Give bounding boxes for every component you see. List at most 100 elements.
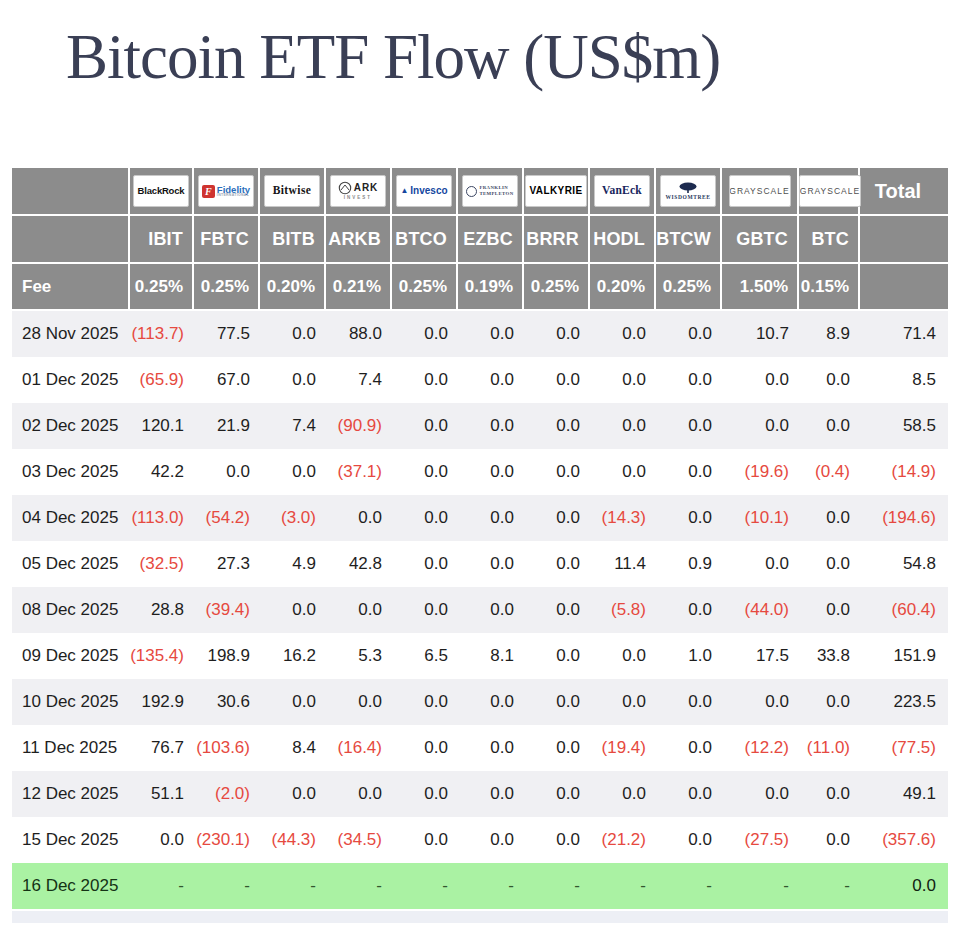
total-value-cell: 71.4	[859, 310, 948, 357]
fee-cell: 0.20%	[259, 263, 325, 310]
flow-value-cell: 8.9	[798, 310, 859, 357]
flow-value-cell: 0.0	[798, 679, 859, 725]
table-body: 28 Nov 2025(113.7)77.50.088.00.00.00.00.…	[12, 310, 948, 909]
blackrock-logo: BlackRock	[133, 175, 189, 207]
flow-value-cell: -	[655, 863, 721, 909]
flow-value-cell: 0.0	[589, 633, 655, 679]
date-cell: 08 Dec 2025	[12, 587, 129, 633]
flow-value-cell: 120.1	[129, 403, 193, 449]
flow-value-cell: 0.0	[655, 679, 721, 725]
ticker-row-total-spacer	[859, 215, 948, 263]
flow-value-cell: (19.6)	[721, 449, 798, 495]
issuer-logo-cell: ARKINVEST	[325, 168, 391, 215]
flow-value-cell: (230.1)	[193, 817, 259, 863]
flow-value-cell: (19.4)	[589, 725, 655, 771]
flow-value-cell: 0.0	[259, 357, 325, 403]
ticker-cell: ARKB	[325, 215, 391, 263]
flow-value-cell: 5.3	[325, 633, 391, 679]
flow-value-cell: (12.2)	[721, 725, 798, 771]
issuer-logo-cell: ▲Invesco	[391, 168, 457, 215]
flow-value-cell: 198.9	[193, 633, 259, 679]
flow-value-cell: 0.0	[798, 771, 859, 817]
flow-value-cell: (10.1)	[721, 495, 798, 541]
flow-value-cell: 0.0	[391, 310, 457, 357]
flow-value-cell: 0.0	[655, 449, 721, 495]
wisdomtree-logo: WISDOMTREE	[660, 175, 716, 207]
flow-value-cell: (44.0)	[721, 587, 798, 633]
flow-value-cell: (2.0)	[193, 771, 259, 817]
table-row: 16 Dec 2025-----------0.0	[12, 863, 948, 909]
fidelity-f-icon: F	[202, 185, 215, 198]
flow-value-cell: 51.1	[129, 771, 193, 817]
fee-cell: 0.25%	[129, 263, 193, 310]
table-row: 03 Dec 202542.20.00.0(37.1)0.00.00.00.00…	[12, 449, 948, 495]
flow-value-cell: (3.0)	[259, 495, 325, 541]
flow-value-cell: 0.0	[259, 449, 325, 495]
flow-value-cell: 0.0	[523, 357, 589, 403]
fee-cell: 0.25%	[391, 263, 457, 310]
flow-value-cell: 0.0	[721, 357, 798, 403]
table-row: 04 Dec 2025(113.0)(54.2)(3.0)0.00.00.00.…	[12, 495, 948, 541]
date-column-header	[12, 168, 129, 215]
total-column-header: Total	[859, 168, 948, 215]
bitwise-logo: Bitwise	[264, 175, 320, 207]
flow-value-cell: 8.1	[457, 633, 523, 679]
grayscale-logo: GRAYSCALE	[729, 175, 791, 207]
flow-value-cell: (27.5)	[721, 817, 798, 863]
date-cell: 28 Nov 2025	[12, 310, 129, 357]
table-row: 11 Dec 202576.7(103.6)8.4(16.4)0.00.00.0…	[12, 725, 948, 771]
total-value-cell: 8.5	[859, 357, 948, 403]
flow-value-cell: -	[457, 863, 523, 909]
flow-value-cell: 0.0	[655, 725, 721, 771]
flow-value-cell: 42.8	[325, 541, 391, 587]
flow-value-cell: 0.0	[655, 310, 721, 357]
flow-value-cell: 0.0	[457, 725, 523, 771]
ticker-row: IBITFBTCBITBARKBBTCOEZBCBRRRHODLBTCWGBTC…	[12, 215, 948, 263]
total-value-cell: (357.6)	[859, 817, 948, 863]
table-row: 08 Dec 202528.8(39.4)0.00.00.00.00.0(5.8…	[12, 587, 948, 633]
table-header: BlackRockFFidelityINTERNATIONALBitwiseAR…	[12, 168, 948, 310]
invesco-logo: ▲Invesco	[396, 175, 452, 207]
flow-value-cell: -	[129, 863, 193, 909]
franklin-circle-icon	[466, 186, 477, 197]
fee-row: Fee0.25%0.25%0.20%0.21%0.25%0.19%0.25%0.…	[12, 263, 948, 310]
flow-value-cell: 0.0	[721, 771, 798, 817]
date-cell: 15 Dec 2025	[12, 817, 129, 863]
ticker-cell: IBIT	[129, 215, 193, 263]
total-value-cell: 223.5	[859, 679, 948, 725]
flow-value-cell: (113.0)	[129, 495, 193, 541]
total-value-cell: (77.5)	[859, 725, 948, 771]
flow-value-cell: 30.6	[193, 679, 259, 725]
page-title: Bitcoin ETF Flow (US$m)	[66, 20, 960, 94]
flow-value-cell: 0.0	[523, 541, 589, 587]
flow-value-cell: 27.3	[193, 541, 259, 587]
ark-logo: ARKINVEST	[330, 175, 386, 207]
total-value-cell: (60.4)	[859, 587, 948, 633]
fidelity-logo: FFidelityINTERNATIONAL	[198, 175, 254, 207]
date-cell: 03 Dec 2025	[12, 449, 129, 495]
flow-value-cell: 0.0	[721, 679, 798, 725]
flow-value-cell: 0.0	[798, 587, 859, 633]
flow-value-cell: 0.0	[457, 679, 523, 725]
flow-value-cell: 0.0	[655, 357, 721, 403]
flow-value-cell: 0.0	[325, 495, 391, 541]
page: Bitcoin ETF Flow (US$m) BlackRock FFideli…	[0, 20, 960, 934]
partial-next-row	[12, 911, 948, 923]
ticker-cell: EZBC	[457, 215, 523, 263]
flow-value-cell: 0.0	[655, 403, 721, 449]
ticker-row-spacer	[12, 215, 129, 263]
flow-value-cell: 8.4	[259, 725, 325, 771]
flow-value-cell: 88.0	[325, 310, 391, 357]
flow-value-cell: 0.0	[721, 403, 798, 449]
table-row: 28 Nov 2025(113.7)77.50.088.00.00.00.00.…	[12, 310, 948, 357]
flow-value-cell: 0.0	[391, 449, 457, 495]
flow-value-cell: (34.5)	[325, 817, 391, 863]
flow-value-cell: 0.0	[391, 403, 457, 449]
flow-value-cell: (90.9)	[325, 403, 391, 449]
table-row: 01 Dec 2025(65.9)67.00.07.40.00.00.00.00…	[12, 357, 948, 403]
ticker-cell: BITB	[259, 215, 325, 263]
flow-value-cell: 7.4	[259, 403, 325, 449]
flow-value-cell: 0.0	[391, 725, 457, 771]
flow-value-cell: 0.0	[589, 449, 655, 495]
flow-value-cell: 0.0	[655, 771, 721, 817]
